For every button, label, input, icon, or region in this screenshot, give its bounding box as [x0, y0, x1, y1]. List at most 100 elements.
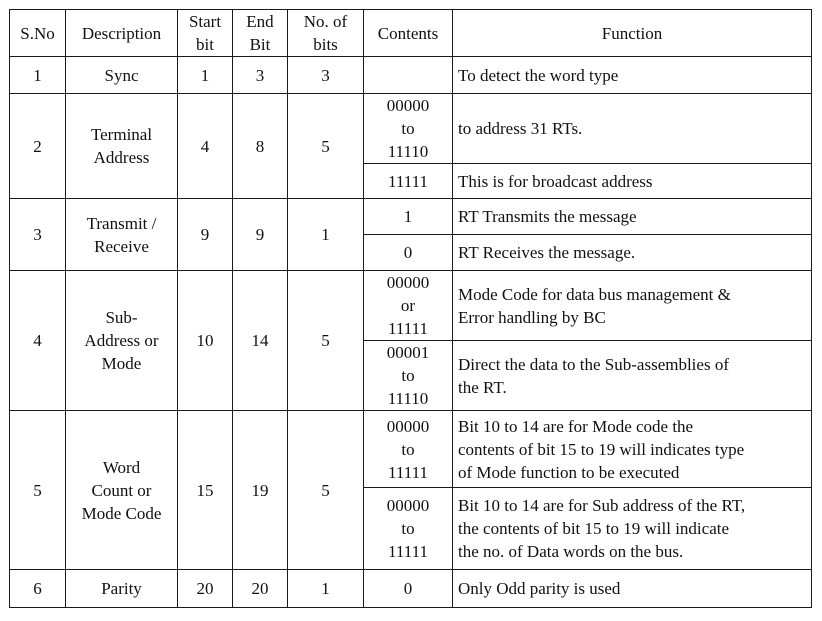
- contents-line: 00000: [386, 96, 430, 115]
- contents-line: 11111: [388, 319, 428, 338]
- table-row: 3 Transmit / Receive 9 9 1 1 RT Transmits the m…: [9, 198, 812, 271]
- function-line: Bit 10 to 14 are for Sub address of the …: [458, 496, 746, 515]
- cell-sno: 5: [9, 410, 66, 570]
- cell-end-bit: 3: [232, 56, 288, 94]
- header-row: S.No Description Start bit End Bit No. o…: [9, 9, 812, 57]
- table-row: 6 Parity 20 20 1 0 Only Odd parity is used: [9, 569, 812, 608]
- description-line: Parity: [101, 579, 142, 598]
- header-start-bit-line: Start: [188, 12, 222, 31]
- contents-line: 00000: [386, 496, 430, 515]
- cell-function: RT Transmits the message: [452, 198, 812, 235]
- cell-contents: 00001 to 11110: [363, 340, 453, 411]
- cell-start-bit: 4: [177, 93, 233, 199]
- function-line: RT Receives the message.: [458, 243, 636, 262]
- cell-contents: 0: [363, 234, 453, 271]
- cell-no-of-bits: 1: [287, 569, 364, 608]
- cell-start-bit: 10: [177, 270, 233, 411]
- contents-line: 11111: [388, 171, 428, 191]
- header-sno: S.No: [9, 9, 66, 57]
- cell-no-of-bits: 5: [287, 410, 364, 570]
- function-line: contents of bit 15 to 19 will indicates …: [458, 439, 745, 459]
- function-line: the contents of bit 15 to 19 will indica…: [458, 519, 730, 538]
- description-line: Mode: [101, 354, 142, 373]
- description-line: Sync: [104, 65, 139, 85]
- description-line: Terminal: [90, 125, 153, 144]
- table-row: 00001 to 11110 Direct the data to the Sub-a…: [10, 340, 812, 411]
- table-body: 1 Sync 1 3 3 To detect the word type 2 Terminal…: [9, 56, 812, 608]
- cell-contents: 00000 to 11110: [363, 93, 453, 164]
- contents-line: 00001: [386, 343, 430, 362]
- header-end-bit-line: End: [246, 12, 274, 31]
- contents-line: 11111: [388, 462, 428, 482]
- cell-end-bit: 8: [232, 93, 288, 199]
- cell-sno: 2: [9, 93, 66, 199]
- header-function: Function: [452, 9, 812, 57]
- header-start-bit-line: bit: [196, 35, 214, 54]
- cell-contents: 1: [363, 198, 453, 235]
- description-line: Address: [93, 148, 150, 167]
- description-line: Sub-: [105, 308, 138, 327]
- description-line: Word: [102, 457, 141, 477]
- cell-no-of-bits: 3: [287, 56, 364, 94]
- contents-line: to: [401, 366, 415, 385]
- function-line: Direct the data to the Sub-assemblies of: [458, 354, 729, 374]
- cell-start-bit: 9: [177, 198, 233, 271]
- cell-sno: 4: [9, 270, 66, 411]
- cell-function: This is for broadcast address: [452, 163, 812, 199]
- cell-no-of-bits: 5: [287, 93, 364, 199]
- cell-function: Only Odd parity is used: [452, 569, 812, 608]
- header-no-of-bits-line: bits: [313, 35, 338, 54]
- cell-end-bit: 14: [232, 270, 288, 411]
- header-contents: Contents: [363, 9, 453, 57]
- cell-end-bit: 20: [232, 569, 288, 608]
- cell-description: Transmit / Receive: [65, 198, 178, 271]
- contents-line: to: [401, 519, 415, 538]
- table-row: 5 Word Count or Mode Code 15 19 5 00000 to 11111 B…: [9, 410, 812, 570]
- header-no-of-bits: No. of bits: [287, 9, 364, 57]
- function-line: Error handling by BC: [458, 307, 606, 327]
- function-line: the RT.: [458, 377, 507, 397]
- cell-function: To detect the word type: [452, 56, 812, 94]
- cell-description: Terminal Address: [65, 93, 178, 199]
- word-format-table: S.No Description Start bit End Bit No. o…: [9, 9, 812, 608]
- description-line: Address or: [84, 331, 159, 350]
- description-line: Mode Code: [81, 503, 162, 523]
- function-line: to address 31 RTs.: [458, 119, 583, 138]
- cell-end-bit: 19: [232, 410, 288, 570]
- cell-function: RT Receives the message.: [452, 234, 812, 271]
- contents-line: 0: [403, 579, 413, 598]
- cell-no-of-bits: 1: [287, 198, 364, 271]
- function-line: Mode Code for data bus management &: [458, 284, 731, 304]
- contents-line: 0: [403, 243, 413, 262]
- function-line: To detect the word type: [458, 65, 619, 85]
- cell-sno: 3: [9, 198, 66, 271]
- cell-function: to address 31 RTs.: [452, 93, 812, 164]
- function-line: RT Transmits the message: [458, 207, 637, 226]
- function-line: the no. of Data words on the bus.: [458, 542, 684, 561]
- contents-line: or: [400, 296, 416, 315]
- contents-line: 11110: [387, 389, 429, 408]
- header-description: Description: [65, 9, 178, 57]
- description-line: Transmit /: [86, 213, 157, 233]
- function-line: Bit 10 to 14 are for Mode code the: [458, 416, 694, 436]
- contents-line: 00000: [386, 273, 430, 292]
- cell-end-bit: 9: [232, 198, 288, 271]
- header-end-bit: End Bit: [232, 9, 288, 57]
- cell-contents: 00000 to 11111: [363, 487, 453, 570]
- cell-contents: 0: [363, 569, 453, 608]
- cell-function: Direct the data to the Sub-assemblies of…: [452, 340, 812, 411]
- cell-function: Bit 10 to 14 are for Sub address of the …: [452, 487, 812, 570]
- cell-description: Sync: [65, 56, 178, 94]
- header-no-of-bits-line: No. of: [303, 12, 348, 31]
- cell-start-bit: 20: [177, 569, 233, 608]
- cell-sno: 1: [9, 56, 66, 94]
- cell-description: Sub- Address or Mode: [65, 270, 178, 411]
- cell-contents: 00000 or 11111: [363, 270, 453, 341]
- table-row: 1 Sync 1 3 3 To detect the word type: [9, 56, 812, 94]
- contents-line: 11110: [387, 142, 429, 161]
- cell-contents: 00000 to 11111: [363, 410, 453, 488]
- cell-contents: 11111: [363, 163, 453, 199]
- cell-start-bit: 1: [177, 56, 233, 94]
- table-row: 4 Sub- Address or Mode 10 14 5 00000 or 11111 Mode…: [9, 270, 812, 411]
- table-row: 00000 to 11111 Bit 10 to 14 are for Sub add…: [10, 487, 812, 570]
